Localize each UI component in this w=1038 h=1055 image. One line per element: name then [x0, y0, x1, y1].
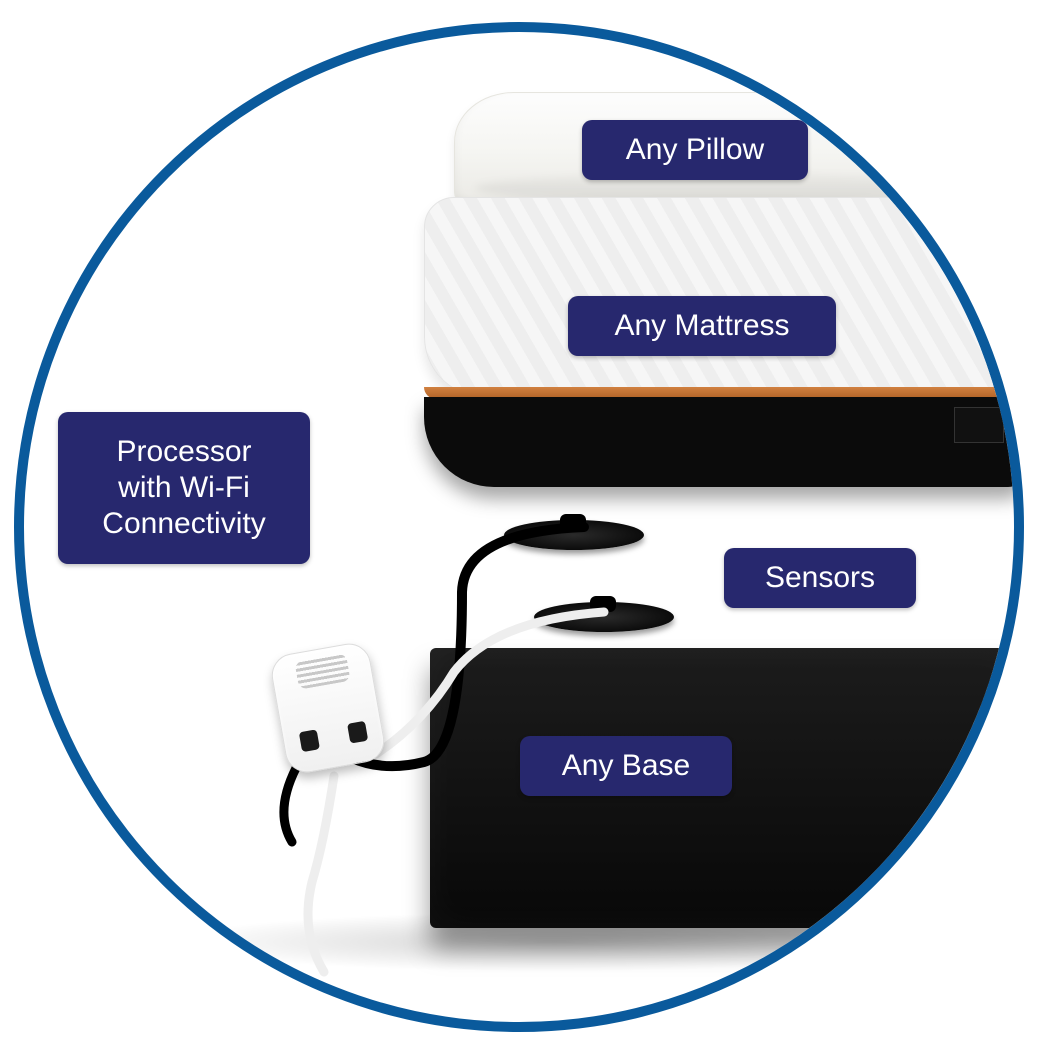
- mattress-tag: [954, 407, 1004, 443]
- cable-black-stub: [284, 768, 296, 842]
- label-mattress: Any Mattress: [568, 296, 836, 356]
- label-pillow: Any Pillow: [582, 120, 808, 180]
- label-processor: Processorwith Wi-FiConnectivity: [58, 412, 310, 564]
- mattress-bottom: [424, 397, 1014, 487]
- label-base: Any Base: [520, 736, 732, 796]
- plug-ports: [283, 718, 383, 755]
- sensor-disc-1: [504, 520, 644, 550]
- sensor-connector-2: [590, 596, 616, 612]
- plug-grill: [295, 653, 351, 690]
- diagram-scene: Any Pillow Any Mattress Processorwith Wi…: [24, 32, 1014, 1022]
- diagram-clip: Any Pillow Any Mattress Processorwith Wi…: [24, 32, 1014, 1022]
- label-sensors: Sensors: [724, 548, 916, 608]
- plug-port-2: [347, 721, 368, 744]
- sensor-disc-2: [534, 602, 674, 632]
- sensor-connector-1: [560, 514, 586, 530]
- processor-plug: [268, 640, 387, 776]
- plug-port-1: [298, 729, 319, 752]
